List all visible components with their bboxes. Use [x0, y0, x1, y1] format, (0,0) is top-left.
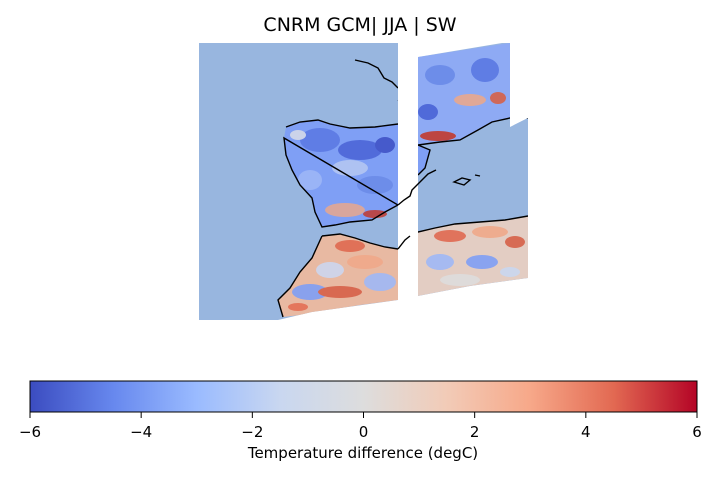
morocco-anomaly-patches	[288, 240, 396, 311]
map-title: CNRM GCM| JJA | SW	[263, 14, 457, 36]
iberia-east-land	[418, 145, 430, 175]
iberia-coastline	[283, 119, 398, 228]
colorbar-label: Temperature difference (degC)	[247, 444, 479, 462]
colorbar-tick-label: −6	[19, 423, 41, 441]
algeria-coastline	[418, 215, 528, 233]
temperature-difference-map	[199, 43, 528, 320]
colorbar-tick-label: −2	[241, 423, 263, 441]
colorbar-tick-label: 4	[581, 423, 591, 441]
algeria-anomaly-patches	[426, 226, 525, 286]
colorbar-tick-label: −4	[130, 423, 152, 441]
colorbar-gradient	[29, 380, 698, 413]
morocco-coastline	[277, 233, 398, 318]
colorbar-ticks: −6 −4 −2 0 2 4 6	[19, 412, 702, 441]
gibraltar-strait-coastline	[397, 169, 437, 250]
france-east-anomaly-patches	[418, 58, 506, 141]
iberia-anomaly-patches	[290, 128, 395, 218]
iberia-east-coastline	[418, 144, 431, 176]
colorbar-tick-label: 2	[470, 423, 480, 441]
colorbar-tick-label: 0	[359, 423, 369, 441]
france-east-coastline	[418, 97, 528, 146]
colorbar-tick-label: 6	[692, 423, 702, 441]
balearic-coastline	[452, 174, 481, 186]
france-coastline	[354, 59, 398, 105]
